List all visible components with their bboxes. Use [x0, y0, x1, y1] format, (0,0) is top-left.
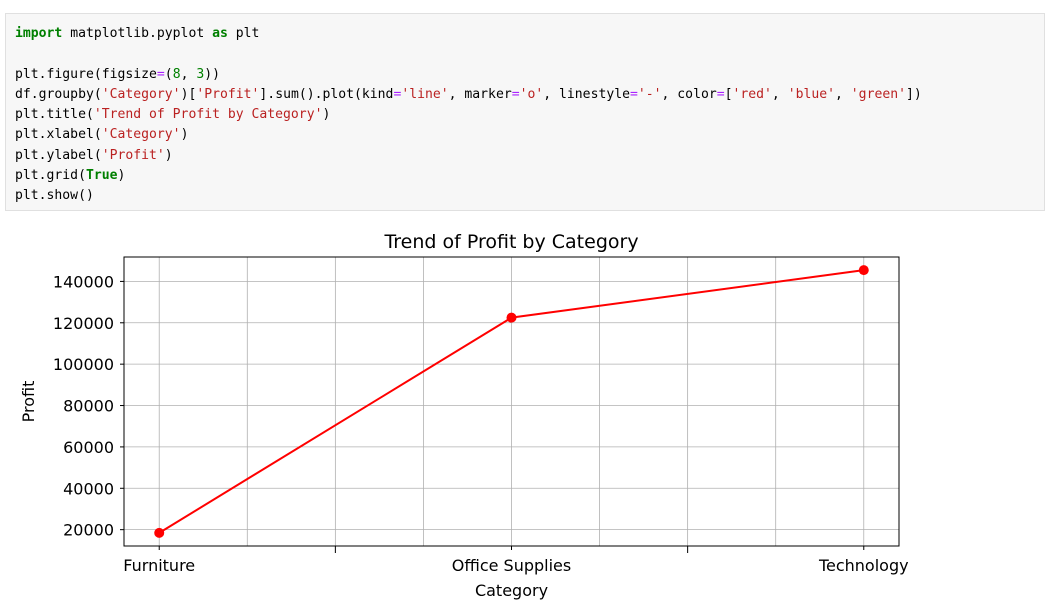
code-line: plt.grid(True) — [15, 166, 922, 186]
x-axis-label: Category — [475, 581, 548, 600]
code-line: import matplotlib.pyplot as plt — [15, 24, 922, 44]
y-tick-label: 100000 — [53, 355, 114, 374]
y-tick-label: 140000 — [53, 272, 114, 291]
code-token: ) — [164, 147, 173, 163]
y-tick-label: 40000 — [63, 479, 114, 498]
code-token: )) — [204, 66, 221, 82]
data-point — [506, 312, 517, 323]
code-token: plt.title( — [15, 107, 94, 123]
code-token: = — [716, 86, 725, 102]
code-editor[interactable]: import matplotlib.pyplot as plt plt.figu… — [15, 24, 922, 207]
code-token: ( — [164, 66, 173, 82]
y-axis-label: Profit — [19, 381, 38, 423]
code-token: )[ — [180, 86, 197, 102]
code-line: df.groupby('Category')['Profit'].sum().p… — [15, 85, 922, 105]
code-token: as — [212, 26, 228, 41]
code-line — [15, 44, 922, 64]
code-line: plt.xlabel('Category') — [15, 125, 922, 145]
code-token: = — [629, 86, 638, 102]
code-token: ) — [322, 107, 331, 123]
code-token: 'Trend of Profit by Category' — [93, 107, 323, 123]
code-token: , — [835, 86, 851, 102]
code-token: 'Category' — [101, 127, 181, 143]
code-token: = — [511, 86, 520, 102]
code-token: 'red' — [732, 86, 772, 102]
code-token: [ — [724, 86, 733, 102]
code-cell[interactable]: import matplotlib.pyplot as plt plt.figu… — [5, 13, 1045, 211]
code-token: matplotlib.pyplot — [62, 26, 213, 41]
code-line: plt.ylabel('Profit') — [15, 146, 922, 166]
data-point — [154, 527, 165, 538]
code-line: plt.title('Trend of Profit by Category') — [15, 105, 922, 125]
code-token: = — [156, 66, 165, 82]
y-tick-label: 120000 — [53, 314, 114, 333]
code-token: , color — [661, 86, 717, 102]
code-token: df.groupby( — [15, 86, 102, 102]
x-tick-label: Office Supplies — [452, 556, 571, 575]
code-token: 'blue' — [787, 86, 836, 102]
code-token: 'green' — [850, 86, 906, 102]
code-token: ) — [180, 127, 189, 143]
code-token: plt.show() — [15, 188, 94, 204]
code-token: plt.xlabel( — [15, 127, 102, 143]
code-token: ].sum().plot(kind — [259, 86, 394, 102]
y-tick-label: 80000 — [63, 397, 114, 416]
code-token: = — [393, 86, 402, 102]
code-token: , linestyle — [543, 86, 630, 102]
code-line: plt.show() — [15, 186, 922, 206]
code-token: 8 — [172, 66, 181, 82]
code-token: import — [15, 26, 63, 41]
y-tick-label: 60000 — [63, 438, 114, 457]
x-tick-label: Furniture — [123, 556, 195, 575]
code-token: , — [771, 86, 788, 102]
code-token: True — [85, 168, 118, 184]
code-token: plt.grid( — [15, 168, 86, 184]
code-token: 'Profit' — [101, 147, 165, 163]
x-tick-label: Technology — [818, 556, 909, 575]
code-token: , marker — [448, 86, 512, 102]
code-token: '-' — [637, 86, 662, 102]
code-token: plt.figure(figsize — [15, 66, 157, 82]
code-token: 'Profit' — [196, 86, 260, 102]
code-line: plt.figure(figsize=(8, 3)) — [15, 65, 922, 85]
code-token: plt — [227, 26, 260, 41]
code-token: 'line' — [401, 86, 449, 102]
code-token: 'Category' — [101, 86, 181, 102]
code-token: ]) — [905, 86, 922, 102]
code-token: 'o' — [519, 86, 544, 102]
y-tick-label: 20000 — [63, 521, 114, 540]
data-point — [858, 265, 869, 276]
chart-title: Trend of Profit by Category — [383, 231, 638, 253]
code-token: plt.ylabel( — [15, 147, 102, 163]
code-token: ) — [117, 168, 126, 184]
code-token: , — [180, 66, 197, 82]
code-token: 3 — [196, 66, 205, 82]
line-chart: 20000 40000 60000 80000 100000 120000 140000 Fu… — [19, 231, 909, 600]
